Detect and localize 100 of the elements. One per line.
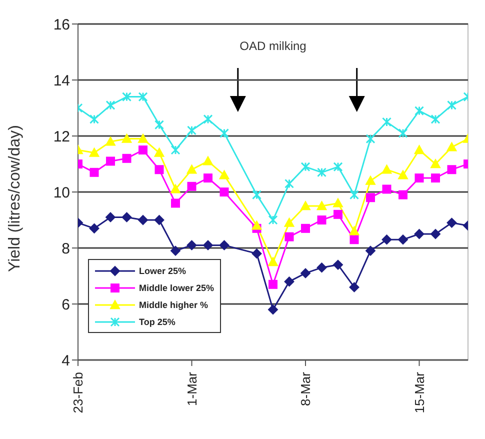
point (90, 168, 99, 177)
point (268, 304, 278, 315)
point (317, 168, 326, 178)
point (366, 193, 375, 202)
point (366, 134, 376, 144)
legend-label: Lower 25% (139, 266, 186, 276)
legend-label: Middle higher % (139, 300, 208, 310)
point (268, 280, 278, 289)
point (122, 92, 132, 102)
point (414, 174, 424, 182)
point (430, 114, 440, 124)
point (333, 162, 343, 172)
point (220, 188, 229, 196)
y-tick-label: 10 (53, 184, 70, 202)
point (398, 234, 408, 245)
point (138, 92, 148, 102)
point (334, 210, 342, 219)
point (333, 198, 343, 208)
point (219, 170, 230, 180)
point (219, 240, 230, 250)
point (203, 114, 213, 124)
point (430, 229, 440, 239)
point (300, 162, 310, 172)
point (350, 190, 359, 200)
point (447, 100, 456, 110)
point (349, 282, 360, 292)
point (317, 216, 326, 224)
point (300, 268, 310, 278)
point (349, 226, 360, 236)
point (220, 128, 229, 138)
x-tick-label: 15-Mar (412, 371, 427, 414)
point (430, 159, 440, 168)
point (170, 184, 180, 194)
point (154, 215, 164, 225)
point (268, 215, 278, 225)
point (382, 117, 392, 127)
point (300, 201, 310, 210)
point (446, 218, 457, 228)
point (89, 223, 100, 234)
point (138, 146, 148, 154)
point (284, 232, 294, 242)
point (284, 178, 294, 188)
point (154, 148, 164, 157)
point (284, 276, 294, 287)
point (398, 170, 408, 180)
point (398, 190, 408, 200)
point (122, 134, 132, 143)
point (382, 164, 392, 174)
point (431, 174, 440, 182)
point (171, 198, 180, 208)
point (106, 212, 116, 222)
legend-label: Middle lower 25% (139, 282, 214, 293)
point (252, 248, 262, 259)
point (366, 246, 376, 256)
point (170, 246, 180, 256)
point (187, 126, 196, 136)
point (203, 156, 213, 166)
y-tick-label: 14 (53, 72, 70, 90)
point (90, 114, 99, 124)
point (138, 134, 148, 143)
point (187, 182, 196, 191)
point (204, 174, 212, 182)
y-tick-label: 16 (53, 16, 70, 34)
point (89, 148, 100, 157)
point (154, 165, 164, 174)
point (447, 165, 456, 174)
annotation: OAD milking (240, 39, 306, 53)
x-tick-label: 8-Mar (298, 371, 313, 406)
x-tick-label: 1-Mar (184, 371, 200, 406)
point (122, 212, 132, 222)
point (203, 240, 213, 250)
point (186, 164, 197, 174)
x-tick-label: 23-Feb (70, 372, 86, 414)
point (446, 142, 457, 152)
point (366, 176, 376, 185)
point (122, 154, 132, 163)
point (138, 215, 148, 225)
point (268, 257, 278, 266)
y-tick-label: 4 (62, 352, 70, 370)
point (106, 136, 116, 146)
point (414, 106, 424, 116)
point (252, 190, 262, 200)
point (284, 218, 294, 227)
y-tick-label: 12 (53, 128, 70, 146)
point (154, 120, 164, 130)
point (382, 184, 392, 194)
point (382, 234, 392, 245)
point (301, 224, 310, 233)
point (106, 100, 116, 110)
point (350, 235, 359, 244)
point (186, 240, 197, 250)
point (316, 201, 327, 210)
y-tick-label: 6 (62, 296, 70, 314)
point (316, 262, 327, 273)
point (106, 156, 115, 166)
point (170, 145, 180, 155)
point (414, 145, 424, 154)
y-tick-label: 8 (62, 240, 70, 258)
y-axis-title: Yield (litres/cow/day) (6, 124, 24, 272)
legend-label: Top 25% (139, 316, 176, 327)
